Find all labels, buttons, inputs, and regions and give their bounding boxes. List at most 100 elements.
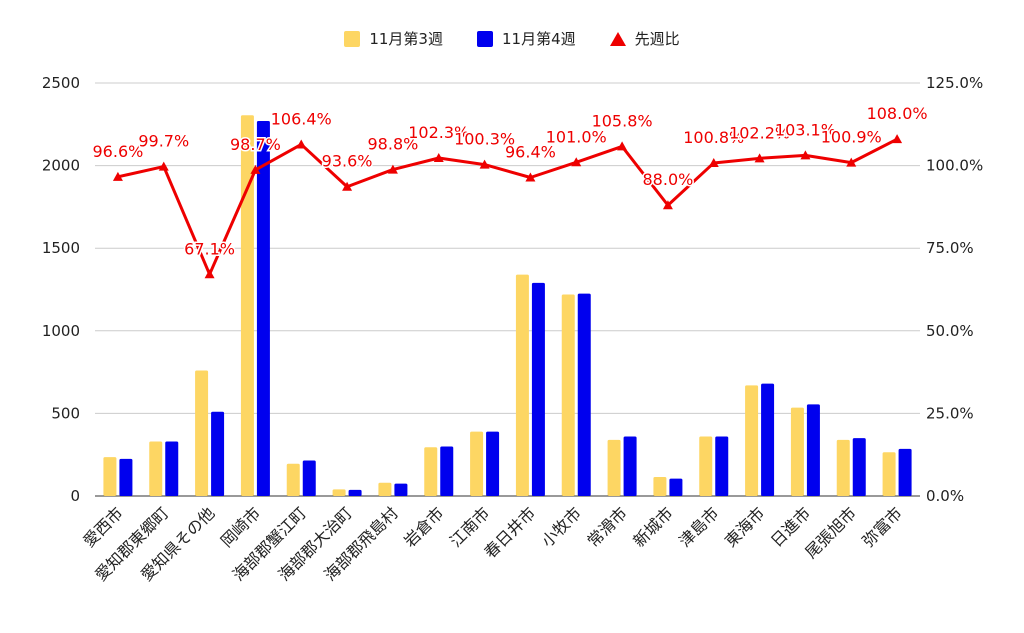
bar-series2[interactable] [302,460,316,496]
ratio-marker[interactable] [754,153,765,163]
ratio-data-label: 98.7% [230,135,281,154]
bar-series2[interactable] [394,483,408,496]
ratio-marker[interactable] [800,150,811,160]
ratio-marker[interactable] [617,141,628,151]
ratio-data-label: 96.4% [505,142,556,161]
bar-series1[interactable] [103,457,117,496]
ratio-data-label: 98.8% [368,135,419,154]
category-label: 弥富市 [859,503,906,550]
bar-series1[interactable] [745,385,759,496]
ratio-marker[interactable] [571,157,582,167]
category-label: 東海市 [721,503,768,550]
ratio-marker[interactable] [204,269,215,279]
legend-item-series1[interactable]: 11月第3週 [344,28,443,49]
bar-series1[interactable] [149,441,163,496]
ratio-marker[interactable] [525,172,536,182]
category-label: 小牧市 [538,503,585,550]
bar-series2[interactable] [165,441,179,496]
ratio-marker[interactable] [479,159,490,169]
legend-label: 先週比 [634,30,680,48]
bar-series1[interactable] [332,489,346,496]
left-tick-label: 1000 [42,322,80,340]
category-label: 新城市 [629,503,676,550]
ratio-marker[interactable] [387,164,398,174]
ratio-data-label: 101.0% [546,127,607,146]
ratio-marker[interactable] [112,171,123,181]
legend-label: 11月第4週 [501,30,576,48]
bar-series2[interactable] [806,404,820,496]
bar-series1[interactable] [515,274,529,496]
right-y-axis: 0.0% 25.0% 50.0% 75.0% 100.0% 125.0% [926,74,983,505]
left-tick-label: 500 [51,404,80,422]
ratio-series-line [117,137,898,276]
left-y-axis: 0 500 1000 1500 2000 2500 [42,74,80,505]
square-swatch-icon [344,30,361,47]
category-label: 尾張旭市 [801,503,860,562]
ratio-marker[interactable] [158,161,169,171]
bar-series2[interactable] [256,120,270,496]
category-label: 津島市 [675,503,722,550]
bar-series1[interactable] [378,482,392,496]
bar-series2[interactable] [852,438,866,496]
bar-series1[interactable] [240,115,254,497]
ratio-data-label: 100.8% [683,128,744,147]
ratio-data-label: 93.6% [322,152,373,171]
ratio-marker[interactable] [296,139,307,149]
ratio-data-label: 102.2% [729,123,790,142]
left-tick-label: 1500 [42,239,80,257]
right-tick-label: 125.0% [926,74,983,92]
ratio-data-label: 88.0% [643,170,694,189]
legend: 11月第3週 11月第4週 先週比 [0,28,1024,49]
bar-series1[interactable] [607,439,621,496]
ratio-data-label: 102.3% [408,123,469,142]
right-tick-label: 75.0% [926,239,974,257]
bar-series1[interactable] [790,407,804,496]
bar-series2[interactable] [623,436,637,496]
bar-series2[interactable] [211,411,225,496]
ratio-data-label: 103.1% [775,120,836,139]
bar-series2[interactable] [715,436,729,496]
bar-series1[interactable] [424,447,438,496]
category-label: 岩倉市 [400,503,447,550]
bar-series2[interactable] [119,458,133,496]
bar-series1[interactable] [653,477,667,496]
legend-item-series2[interactable]: 11月第4週 [476,28,576,49]
ratio-data-label: 100.3% [454,130,515,149]
x-axis: 愛西市愛知郡東郷町愛知県その他岡崎市海部郡蟹江町海部郡大治町海部郡飛島村岩倉市江… [79,503,906,584]
ratio-marker[interactable] [708,157,719,167]
bar-series1[interactable] [882,452,896,496]
bar-series2[interactable] [669,478,683,496]
bar-series1[interactable] [561,294,575,496]
ratio-marker[interactable] [892,134,903,144]
ratio-marker[interactable] [250,164,261,174]
legend-item-ratio[interactable]: 先週比 [609,28,680,49]
ratio-data-label: 96.6% [93,142,144,161]
bar-series1[interactable] [470,431,484,496]
bar-series1[interactable] [699,436,713,496]
ratio-marker[interactable] [662,200,673,210]
bar-series2[interactable] [348,489,362,496]
ratio-data-label: 108.0% [867,104,928,123]
bar-series1[interactable] [286,463,300,496]
ratio-marker[interactable] [433,153,444,163]
ratio-marker[interactable] [342,181,353,191]
bar-series2[interactable] [440,446,454,496]
bar-series2[interactable] [486,431,500,496]
bar-series1[interactable] [836,439,850,496]
bar-series2[interactable] [761,383,775,496]
bar-series2[interactable] [577,293,591,496]
ratio-marker[interactable] [846,157,857,167]
ratio-data-label: 106.4% [271,109,332,128]
right-tick-label: 50.0% [926,322,974,340]
category-label: 春日井市 [481,503,540,562]
ratio-line [112,134,903,279]
left-tick-label: 2500 [42,74,80,92]
data-labels: 96.6%99.7%67.1%98.7%106.4%93.6%98.8%102.… [91,103,929,260]
gridlines [95,82,920,497]
ratio-data-label: 100.9% [821,128,882,147]
bar-series2[interactable] [531,282,545,496]
right-tick-label: 100.0% [926,157,983,175]
bar-series1[interactable] [195,370,209,496]
bar-series2[interactable] [898,448,912,496]
